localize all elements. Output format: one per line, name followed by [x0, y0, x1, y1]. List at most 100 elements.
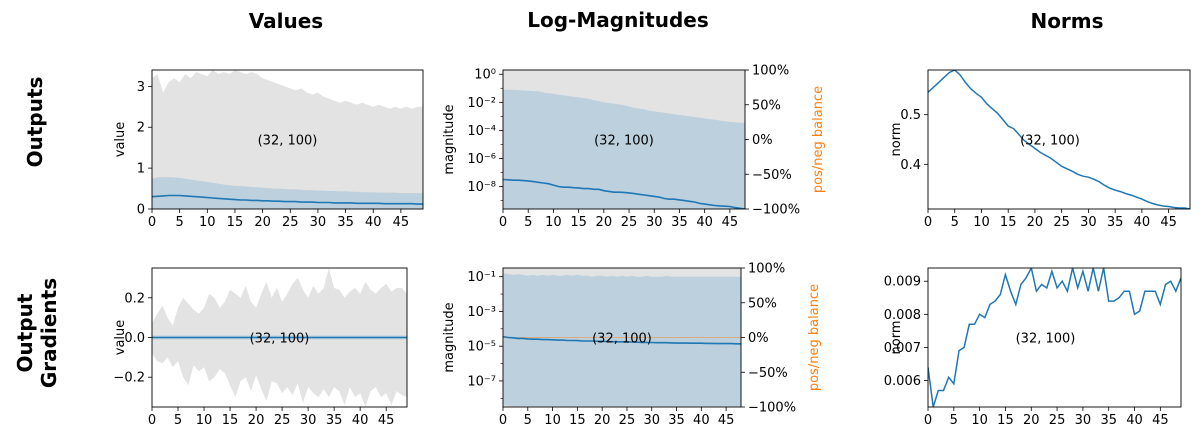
x-tick-label: 45: [722, 215, 739, 230]
x-tick-label: 5: [524, 413, 532, 428]
y-tick-label: 10⁻²: [467, 96, 496, 111]
x-tick-label: 10: [196, 413, 213, 428]
x-tick-label: 25: [1049, 413, 1066, 428]
x-tick-label: 5: [176, 215, 184, 230]
x-tick-label: 0: [148, 413, 156, 428]
plot-area: [152, 70, 423, 209]
y-axis-label: value: [113, 122, 128, 158]
y-axis-label: norm: [889, 321, 904, 355]
secondary-tick-label: 100%: [748, 262, 785, 277]
column-title-values: Values: [249, 9, 323, 33]
x-tick-label: 20: [254, 215, 271, 230]
x-tick-label: 20: [248, 413, 265, 428]
x-tick-label: 35: [1107, 215, 1124, 230]
x-tick-label: 30: [646, 215, 663, 230]
plot-area: [503, 268, 741, 407]
plot-area: [152, 268, 407, 407]
x-tick-label: 15: [1000, 215, 1017, 230]
plot-area: [503, 70, 745, 209]
shape-annotation: (32, 100): [250, 332, 310, 347]
x-tick-label: 20: [596, 215, 613, 230]
x-tick-label: 10: [545, 215, 562, 230]
y-tick-label: 10⁰: [474, 68, 496, 83]
y-tick-label: 0.2: [124, 291, 145, 306]
panels: 0 5 10 15 20 25 30 35 40 45 0 1 2 3 value (32, 100) 0 5 10…: [113, 64, 1191, 429]
x-tick-label: 45: [378, 413, 395, 428]
band-area: [503, 89, 745, 209]
shape-annotation: (32, 100): [1020, 134, 1080, 149]
y-tick-label: 1: [137, 162, 145, 177]
x-tick-label: 15: [997, 413, 1014, 428]
axes-frame: [927, 69, 1191, 210]
x-tick-label: 0: [148, 215, 156, 230]
x-tick-label: 40: [1126, 413, 1143, 428]
x-tick-label: 5: [951, 215, 959, 230]
x-tick-label: 30: [1080, 215, 1097, 230]
secondary-tick-label: −100%: [752, 203, 800, 218]
y-tick-label: 10⁻⁶: [467, 152, 496, 167]
x-tick-label: 15: [569, 413, 586, 428]
band-area: [152, 177, 423, 209]
x-tick-label: 35: [668, 413, 685, 428]
row-title-line: Gradients: [37, 278, 61, 388]
band-area: [503, 273, 741, 407]
secondary-tick-label: −100%: [748, 401, 796, 416]
panel-gradients_logmag: 0 5 10 15 20 25 30 35 40 45 10⁻¹ 10⁻³ 10⁻⁵ 10⁻⁷ magnit…: [442, 262, 822, 429]
norm-line: [928, 268, 1181, 407]
x-tick-label: 5: [524, 215, 532, 230]
y-axis-label: magnitude: [442, 104, 457, 174]
secondary-axis-label: pos/neg balance: [807, 284, 822, 391]
row-title-line: Output: [13, 293, 37, 372]
y-axis-label: norm: [889, 123, 904, 157]
y-axis-label: magnitude: [442, 302, 457, 372]
x-tick-label: 40: [693, 413, 710, 428]
secondary-axis-label: pos/neg balance: [811, 86, 826, 193]
x-tick-label: 0: [499, 215, 507, 230]
panel-gradients_norms: 0 5 10 15 20 25 30 35 40 45 0.006 0.007 0.008 0.009 no…: [884, 267, 1182, 428]
shape-annotation: (32, 100): [1016, 332, 1076, 347]
x-tick-label: 10: [199, 215, 216, 230]
y-tick-label: 0.006: [884, 374, 921, 389]
x-tick-label: 30: [300, 413, 317, 428]
shape-annotation: (32, 100): [594, 134, 654, 149]
x-tick-label: 45: [1152, 413, 1169, 428]
column-title-norms: Norms: [1030, 9, 1103, 33]
x-tick-label: 30: [310, 215, 327, 230]
x-tick-label: 30: [1075, 413, 1092, 428]
x-tick-label: 35: [337, 215, 354, 230]
x-tick-label: 0: [499, 413, 507, 428]
x-tick-label: 40: [365, 215, 382, 230]
x-tick-label: 40: [696, 215, 713, 230]
x-tick-label: 45: [393, 215, 410, 230]
secondary-tick-label: 50%: [752, 98, 781, 113]
panel-outputs_values: 0 5 10 15 20 25 30 35 40 45 0 1 2 3 value (32, 100): [113, 69, 424, 230]
secondary-tick-label: 50%: [748, 296, 777, 311]
x-tick-label: 0: [924, 413, 932, 428]
x-tick-label: 45: [718, 413, 735, 428]
secondary-tick-label: 0%: [752, 133, 773, 148]
panel-gradients_values: 0 5 10 15 20 25 30 35 40 45 −0.2 0.0 0.2 value (32, 10…: [113, 267, 408, 428]
y-tick-label: 10⁻¹: [467, 270, 496, 285]
y-tick-label: 0: [137, 203, 145, 218]
x-tick-label: 35: [326, 413, 343, 428]
norm-line: [928, 70, 1190, 209]
row-title-outputs: Outputs: [23, 77, 47, 168]
plot-area: [928, 70, 1190, 209]
plot-area: [928, 268, 1181, 407]
secondary-tick-label: 100%: [752, 64, 789, 79]
x-tick-label: 35: [671, 215, 688, 230]
y-tick-label: 0.4: [900, 158, 921, 173]
y-tick-label: 10⁻⁸: [467, 180, 496, 195]
x-tick-label: 10: [544, 413, 561, 428]
x-tick-label: 10: [973, 215, 990, 230]
x-tick-label: 0: [924, 215, 932, 230]
x-tick-label: 40: [1134, 215, 1151, 230]
magnitude-line: [503, 335, 741, 345]
x-tick-label: 25: [1053, 215, 1070, 230]
y-tick-label: 3: [137, 80, 145, 95]
axes-frame: [151, 69, 424, 210]
x-tick-label: 15: [570, 215, 587, 230]
x-tick-label: 30: [643, 413, 660, 428]
x-tick-label: 5: [950, 413, 958, 428]
